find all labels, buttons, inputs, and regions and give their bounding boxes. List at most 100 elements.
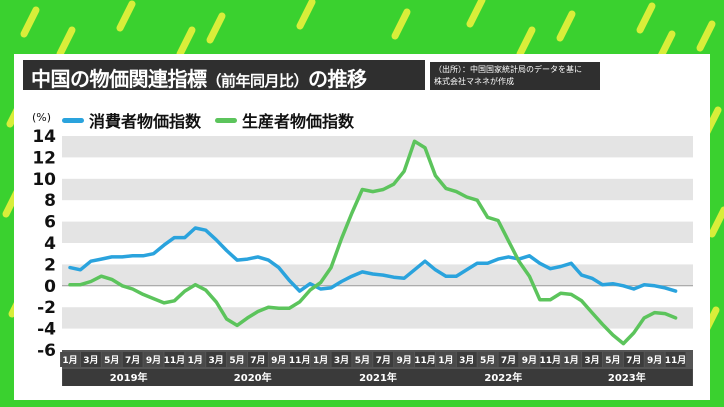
- x-month-cell: [164, 352, 185, 367]
- x-month-cell: [143, 352, 164, 367]
- x-month-cell: [289, 352, 310, 367]
- x-month-cell: [540, 352, 561, 367]
- x-month-label: 5月: [355, 355, 370, 366]
- y-tick-label: -4: [37, 320, 56, 340]
- x-year-label: 2022年: [484, 371, 522, 384]
- x-month-cell: [456, 352, 477, 367]
- x-month-label: 9月: [396, 355, 411, 366]
- y-tick-label: 12: [32, 148, 56, 168]
- x-year-cell: [185, 369, 321, 386]
- y-tick-label: 2: [44, 255, 56, 275]
- x-month-cell: [60, 352, 80, 367]
- x-month-label: 1月: [188, 355, 203, 366]
- x-month-label: 7月: [501, 355, 516, 366]
- decor-stripe: [206, 12, 226, 44]
- y-tick-label: 14: [32, 127, 56, 147]
- x-month-label: 11月: [540, 355, 562, 366]
- decor-stripe: [176, 26, 196, 58]
- x-month-cell: [435, 352, 456, 367]
- x-month-label: 3月: [209, 355, 224, 366]
- x-month-label: 11月: [665, 355, 687, 366]
- title-paren: （前年同月比）: [206, 72, 309, 90]
- legend-label-cpi: 消費者物価指数: [89, 112, 202, 131]
- x-month-label: 5月: [605, 355, 620, 366]
- decor-stripe: [296, 0, 316, 30]
- cpi-line: [68, 226, 678, 293]
- x-month-label: 9月: [271, 355, 286, 366]
- x-month-cell: [498, 352, 519, 367]
- x-month-label: 9月: [522, 355, 537, 366]
- decor-stripe: [391, 8, 411, 40]
- x-month-cell: [665, 352, 686, 367]
- x-month-label: 1月: [313, 355, 328, 366]
- decor-stripe: [516, 26, 536, 58]
- x-month-cell: [331, 352, 352, 367]
- legend-label-ppi: 生産者物価指数: [242, 112, 355, 131]
- x-month-cell: [602, 352, 623, 367]
- x-year-cell: [62, 369, 195, 386]
- decor-stripe: [636, 2, 656, 34]
- grid-band: [62, 221, 693, 243]
- x-month-label: 9月: [647, 355, 662, 366]
- x-month-cell: [519, 352, 540, 367]
- decor-stripe: [466, 0, 486, 28]
- legend-swatch-ppi: [215, 117, 238, 123]
- legend: 消費者物価指数 生産者物価指数: [62, 109, 368, 131]
- title-bar: 中国の物価関連指標（前年同月比）の推移: [23, 60, 425, 92]
- x-month-cell: [415, 352, 435, 367]
- grid-band: [62, 307, 693, 329]
- x-month-label: 7月: [250, 355, 265, 366]
- x-month-label: 5月: [229, 355, 244, 366]
- y-tick-label: 0: [44, 277, 56, 297]
- x-month-label: 3月: [334, 355, 349, 366]
- y-tick-label: 10: [32, 170, 56, 190]
- y-tick-label: -2: [37, 298, 56, 318]
- x-month-cell: [227, 352, 247, 367]
- x-year-cell: [310, 369, 446, 386]
- x-month-cell: [247, 352, 268, 367]
- x-month-cell: [310, 352, 331, 367]
- x-month-cell: [80, 352, 101, 367]
- x-month-label: 7月: [626, 355, 641, 366]
- x-month-cell: [394, 352, 415, 367]
- y-axis-unit: (%): [32, 111, 51, 124]
- x-month-label: 9月: [146, 355, 161, 366]
- x-month-cell: [561, 352, 582, 367]
- x-month-cell: [268, 352, 289, 367]
- x-axis: 1月 3月 5月 7月 9月 11月 1月 3月 5月 7月 9月 11月 1月 3月 5月 7月 9月 11月 1…: [60, 350, 693, 386]
- x-year-label: 2020年: [234, 371, 272, 384]
- x-month-label: 3月: [83, 355, 98, 366]
- legend-item-cpi: 消費者物価指数: [62, 108, 201, 132]
- source-line-2: 株式会社マネネが作成: [434, 77, 514, 86]
- x-month-label: 7月: [376, 355, 391, 366]
- x-month-cell: [185, 352, 206, 367]
- source-line-1: （出所）：中国国家統計局のデータを基に: [434, 65, 582, 74]
- source-note: （出所）：中国国家統計局のデータを基に 株式会社マネネが作成: [430, 62, 600, 90]
- decor-stripe: [20, 6, 40, 38]
- x-month-cell: [206, 352, 227, 367]
- x-month-cell: [373, 352, 394, 367]
- x-month-label: 5月: [104, 355, 119, 366]
- x-year-label: 2023年: [608, 371, 646, 384]
- x-month-cell: [623, 352, 644, 367]
- x-month-label: 11月: [289, 355, 311, 366]
- x-year-cell: [435, 369, 571, 386]
- x-month-cell: [101, 352, 122, 367]
- x-month-label: 11月: [164, 355, 186, 366]
- decor-stripe: [556, 10, 576, 42]
- title-main: 中国の物価関連指標: [31, 67, 207, 91]
- x-month-cell: [644, 352, 665, 367]
- x-month-cell: [352, 352, 373, 367]
- x-year-label: 2021年: [359, 371, 397, 384]
- x-month-cell: [582, 352, 602, 367]
- x-year-label: 2019年: [110, 371, 148, 384]
- legend-item-ppi: 生産者物価指数: [215, 108, 354, 132]
- chart-title: 中国の物価関連指標（前年同月比）の推移: [31, 63, 367, 92]
- decor-stripe: [56, 26, 76, 58]
- y-tick-label: -6: [37, 341, 56, 361]
- x-month-label: 1月: [564, 355, 579, 366]
- x-month-label: 3月: [584, 355, 599, 366]
